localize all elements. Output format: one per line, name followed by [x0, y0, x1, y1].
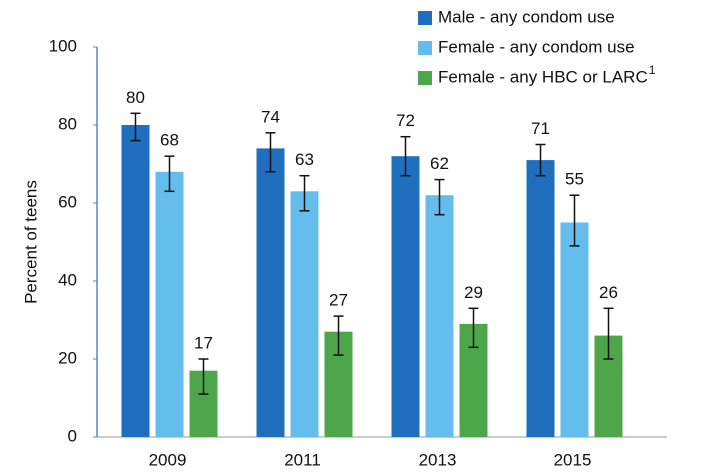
y-tick-label: 60 — [58, 192, 77, 211]
error-bar — [400, 135, 411, 177]
y-tick-label: 20 — [58, 348, 77, 367]
error-bar — [468, 307, 479, 349]
error-bar — [164, 155, 175, 193]
legend-swatch — [418, 41, 432, 55]
legend-label: Male - any condom use — [438, 7, 615, 26]
error-bar — [333, 315, 344, 356]
error-bar — [265, 132, 276, 173]
error-bar — [603, 307, 614, 360]
bar — [526, 160, 555, 437]
x-tick-label: 2015 — [554, 450, 592, 469]
value-label: 68 — [160, 131, 179, 150]
bar — [560, 222, 589, 437]
value-label: 74 — [261, 107, 280, 126]
x-tick-label: 2013 — [419, 450, 457, 469]
value-label: 26 — [599, 283, 618, 302]
y-tick-label: 0 — [68, 426, 77, 445]
y-tick-label: 80 — [58, 114, 77, 133]
value-label: 55 — [565, 170, 584, 189]
error-bar — [299, 174, 310, 212]
bar — [290, 191, 319, 437]
value-label: 29 — [464, 283, 483, 302]
legend-label: Female - any condom use — [438, 37, 635, 56]
bar — [155, 171, 184, 438]
legend-label: Female - any HBC or LARC — [438, 67, 648, 86]
value-label: 27 — [329, 291, 348, 310]
legend-swatch — [418, 11, 432, 25]
legend-swatch — [418, 71, 432, 85]
error-bar — [434, 178, 445, 216]
y-axis-label: Percent of teens — [21, 180, 40, 304]
value-label: 17 — [194, 333, 213, 352]
error-bar — [198, 358, 209, 395]
bar — [391, 156, 420, 437]
value-label: 62 — [430, 154, 449, 173]
y-tick-label: 100 — [49, 36, 77, 55]
x-tick-label: 2011 — [284, 450, 321, 469]
error-bar — [535, 143, 546, 177]
value-label: 71 — [531, 119, 550, 138]
error-bar — [569, 194, 580, 247]
value-label: 80 — [126, 88, 145, 107]
bar — [256, 148, 285, 437]
x-tick-label: 2009 — [149, 450, 187, 469]
error-bar — [130, 112, 141, 142]
bar — [121, 125, 150, 437]
legend-superscript: 1 — [649, 63, 656, 77]
value-label: 63 — [295, 150, 314, 169]
bar — [425, 195, 454, 437]
y-tick-label: 40 — [58, 270, 77, 289]
value-label: 72 — [396, 111, 415, 130]
